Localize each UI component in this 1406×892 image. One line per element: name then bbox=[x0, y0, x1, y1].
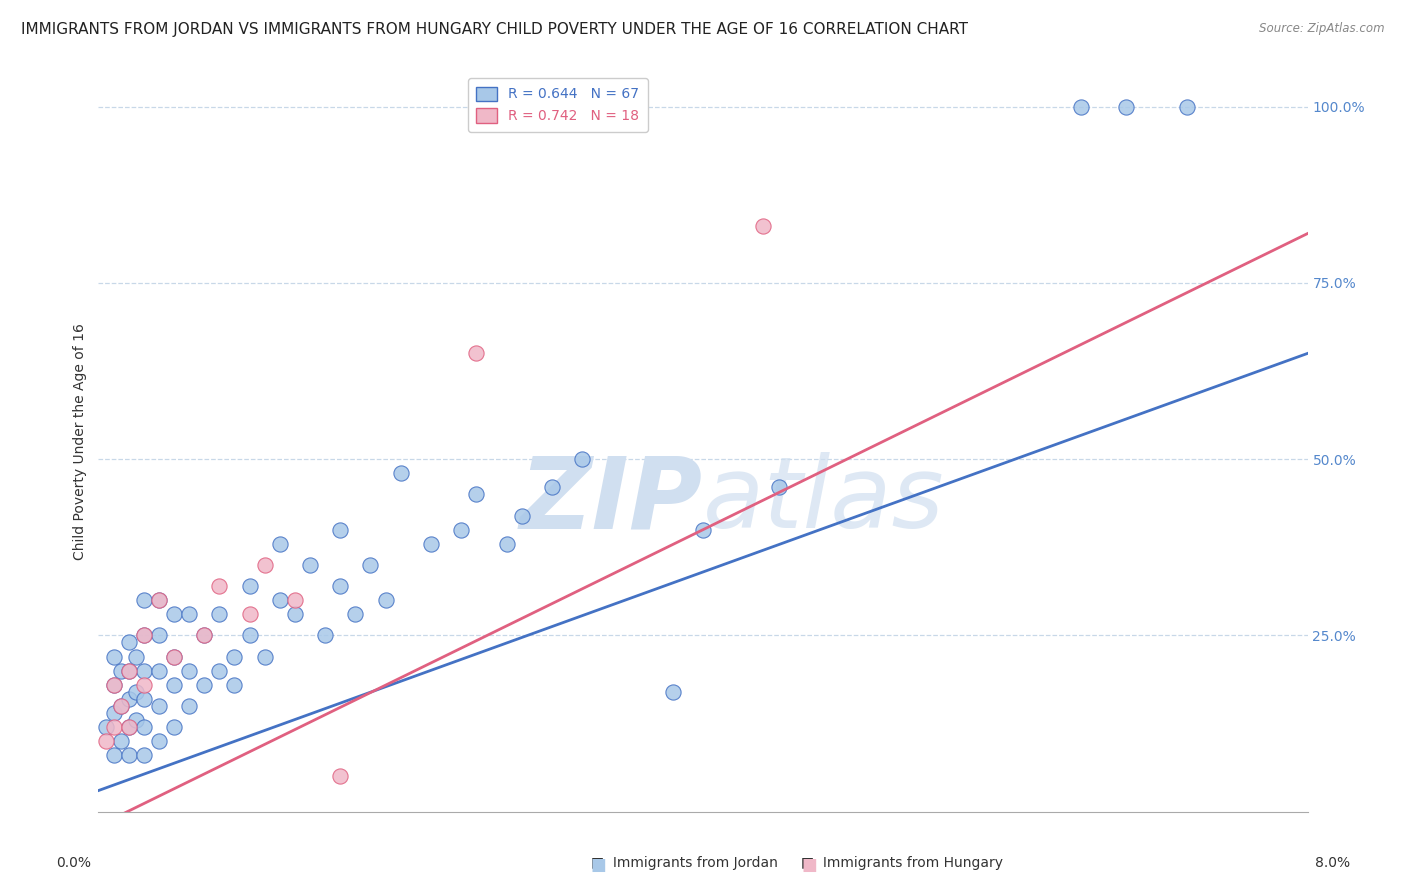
Point bbox=[314, 628, 336, 642]
Point bbox=[132, 593, 155, 607]
Point bbox=[163, 649, 186, 664]
Point bbox=[94, 734, 117, 748]
Point bbox=[118, 720, 141, 734]
Point bbox=[420, 537, 443, 551]
Point bbox=[239, 579, 262, 593]
Text: IMMIGRANTS FROM JORDAN VS IMMIGRANTS FROM HUNGARY CHILD POVERTY UNDER THE AGE OF: IMMIGRANTS FROM JORDAN VS IMMIGRANTS FRO… bbox=[21, 22, 969, 37]
Point bbox=[118, 720, 141, 734]
Point bbox=[125, 649, 148, 664]
Point bbox=[163, 678, 186, 692]
Point bbox=[510, 508, 533, 523]
Point bbox=[344, 607, 367, 622]
Point bbox=[148, 593, 170, 607]
Text: ■: ■ bbox=[801, 856, 817, 874]
Point bbox=[374, 593, 396, 607]
Point bbox=[208, 607, 231, 622]
Point bbox=[163, 607, 186, 622]
Point bbox=[94, 720, 117, 734]
Point bbox=[450, 523, 472, 537]
Text: 0.0%: 0.0% bbox=[56, 856, 91, 871]
Point bbox=[269, 537, 291, 551]
Point bbox=[132, 720, 155, 734]
Point bbox=[465, 487, 488, 501]
Point bbox=[239, 628, 262, 642]
Point bbox=[118, 692, 141, 706]
Point bbox=[540, 480, 562, 494]
Point bbox=[495, 537, 517, 551]
Point bbox=[389, 467, 412, 481]
Point bbox=[118, 748, 141, 763]
Y-axis label: Child Poverty Under the Age of 16: Child Poverty Under the Age of 16 bbox=[73, 323, 87, 560]
Point bbox=[571, 452, 593, 467]
Point bbox=[179, 664, 201, 678]
Point bbox=[329, 523, 352, 537]
Point bbox=[1175, 100, 1198, 114]
Point bbox=[132, 748, 155, 763]
Point bbox=[224, 678, 246, 692]
Point bbox=[329, 769, 352, 783]
Point bbox=[103, 706, 125, 720]
Point bbox=[132, 678, 155, 692]
Point bbox=[193, 628, 215, 642]
Point bbox=[132, 692, 155, 706]
Point bbox=[752, 219, 775, 234]
Point bbox=[103, 748, 125, 763]
Text: ■  Immigrants from Hungary: ■ Immigrants from Hungary bbox=[801, 856, 1004, 871]
Point bbox=[208, 664, 231, 678]
Point bbox=[465, 346, 488, 360]
Point bbox=[103, 678, 125, 692]
Point bbox=[269, 593, 291, 607]
Point bbox=[253, 558, 276, 572]
Point bbox=[148, 628, 170, 642]
Point bbox=[118, 664, 141, 678]
Point bbox=[360, 558, 382, 572]
Point bbox=[692, 523, 714, 537]
Text: 8.0%: 8.0% bbox=[1315, 856, 1350, 871]
Point bbox=[148, 593, 170, 607]
Text: ■: ■ bbox=[591, 856, 606, 874]
Point bbox=[103, 678, 125, 692]
Point bbox=[253, 649, 276, 664]
Legend: R = 0.644   N = 67, R = 0.742   N = 18: R = 0.644 N = 67, R = 0.742 N = 18 bbox=[468, 78, 648, 131]
Point bbox=[768, 480, 790, 494]
Point bbox=[110, 734, 132, 748]
Point bbox=[110, 698, 132, 713]
Point bbox=[1115, 100, 1137, 114]
Point bbox=[110, 664, 132, 678]
Point bbox=[179, 607, 201, 622]
Point bbox=[284, 607, 307, 622]
Point bbox=[1070, 100, 1092, 114]
Point bbox=[179, 698, 201, 713]
Point bbox=[661, 685, 683, 699]
Text: atlas: atlas bbox=[703, 452, 945, 549]
Point bbox=[193, 628, 215, 642]
Point bbox=[110, 698, 132, 713]
Point bbox=[132, 664, 155, 678]
Point bbox=[132, 628, 155, 642]
Point bbox=[132, 628, 155, 642]
Point bbox=[103, 649, 125, 664]
Point bbox=[239, 607, 262, 622]
Text: ■  Immigrants from Jordan: ■ Immigrants from Jordan bbox=[591, 856, 778, 871]
Point bbox=[103, 720, 125, 734]
Point bbox=[148, 664, 170, 678]
Text: ZIP: ZIP bbox=[520, 452, 703, 549]
Point bbox=[125, 713, 148, 727]
Point bbox=[163, 649, 186, 664]
Point bbox=[284, 593, 307, 607]
Point bbox=[329, 579, 352, 593]
Point bbox=[125, 685, 148, 699]
Point bbox=[148, 698, 170, 713]
Point bbox=[224, 649, 246, 664]
Point bbox=[148, 734, 170, 748]
Text: Source: ZipAtlas.com: Source: ZipAtlas.com bbox=[1260, 22, 1385, 36]
Point bbox=[118, 635, 141, 649]
Point bbox=[193, 678, 215, 692]
Point bbox=[208, 579, 231, 593]
Point bbox=[118, 664, 141, 678]
Point bbox=[163, 720, 186, 734]
Point bbox=[299, 558, 322, 572]
